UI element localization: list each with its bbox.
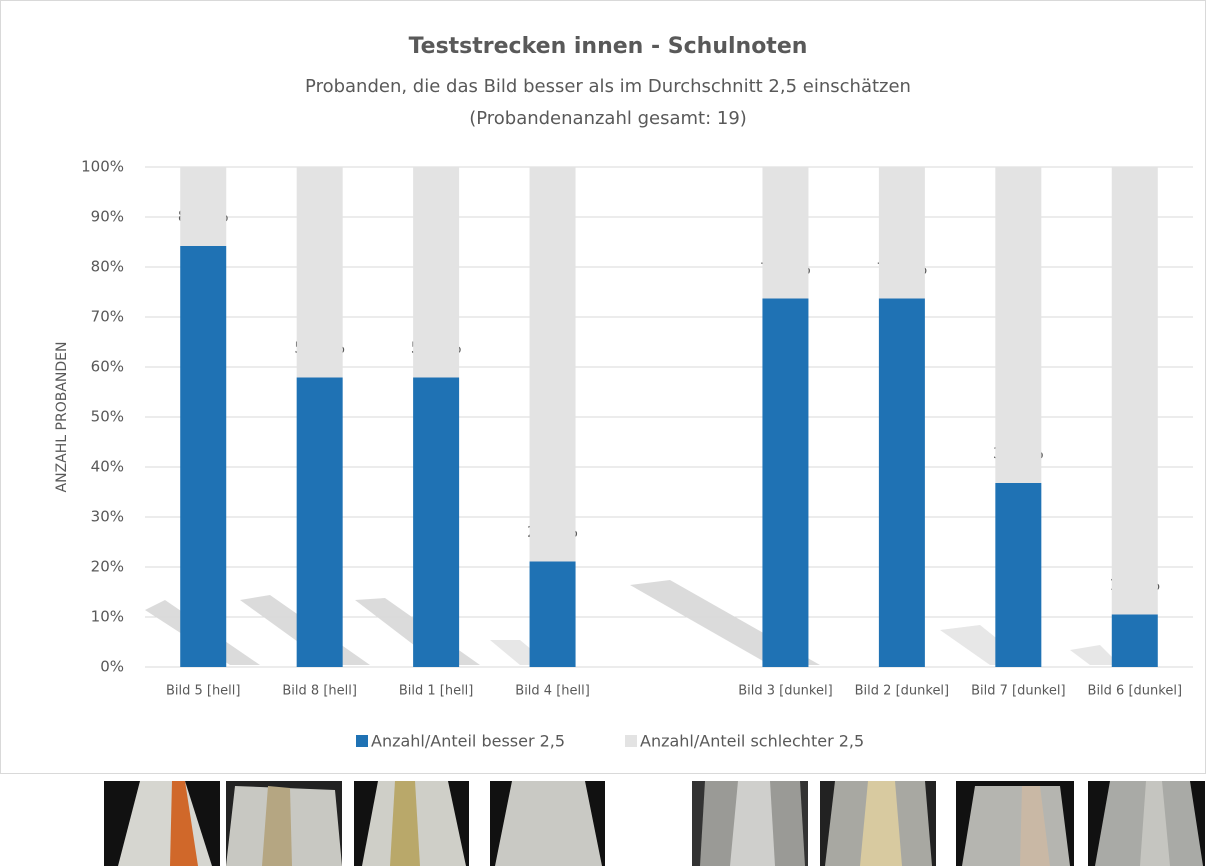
chart-title: Teststrecken innen - Schulnoten	[409, 34, 808, 59]
y-tick-label: 60%	[91, 358, 124, 376]
plot: 0% 10% 20% 30% 40% 50% 60% 70% 80% 90% 100% Bild 5 …	[81, 158, 1193, 751]
x-tick-label: Bild 3 [dunkel]	[738, 684, 832, 699]
x-tick-label: Bild 7 [dunkel]	[971, 684, 1065, 699]
y-tick-label: 20%	[91, 558, 124, 576]
y-tick-label: 70%	[91, 308, 124, 326]
y-tick-label: 30%	[91, 508, 124, 526]
x-tick-label: Bild 6 [dunkel]	[1088, 684, 1182, 699]
bar-segment	[878, 167, 925, 299]
bar-segment	[529, 167, 576, 562]
y-tick-label: 90%	[91, 208, 124, 226]
y-tick-label: 40%	[91, 458, 124, 476]
chart-subtitle: Probanden, die das Bild besser als im Du…	[305, 76, 911, 97]
y-axis-title: ANZAHL PROBANDEN	[54, 342, 70, 493]
bar-segment	[529, 561, 576, 667]
bar-segment	[296, 377, 343, 667]
y-tick-label: 50%	[91, 408, 124, 426]
bar-segment	[762, 167, 809, 299]
y-tick-label: 10%	[91, 608, 124, 626]
bar-segment	[762, 298, 809, 667]
bar-segment	[180, 167, 227, 246]
legend-label: Anzahl/Anteil schlechter 2,5	[640, 732, 864, 751]
photos	[104, 781, 1205, 866]
x-tick-label: Bild 5 [hell]	[166, 684, 241, 699]
x-tick-label: Bild 4 [hell]	[515, 684, 590, 699]
x-tick-label: Bild 8 [hell]	[282, 684, 357, 699]
chart-subtitle: (Probandenanzahl gesamt: 19)	[469, 108, 747, 129]
legend-swatch	[356, 735, 368, 747]
bar-segment	[180, 246, 227, 667]
legend-label: Anzahl/Anteil besser 2,5	[371, 732, 565, 751]
bar-segment	[1111, 614, 1158, 667]
y-tick-label: 0%	[100, 658, 124, 676]
bar-segment	[878, 298, 925, 667]
x-tick-label: Bild 2 [dunkel]	[855, 684, 949, 699]
y-tick-label: 80%	[91, 258, 124, 276]
bar-segment	[1111, 167, 1158, 615]
x-tick-label: Bild 1 [hell]	[399, 684, 474, 699]
bar-segment	[995, 483, 1042, 667]
bar-segment	[413, 377, 460, 667]
bar-segment	[296, 167, 343, 378]
legend-swatch	[625, 735, 637, 747]
bar-segment	[995, 167, 1042, 483]
y-tick-label: 100%	[81, 158, 124, 176]
bar-segment	[413, 167, 460, 378]
